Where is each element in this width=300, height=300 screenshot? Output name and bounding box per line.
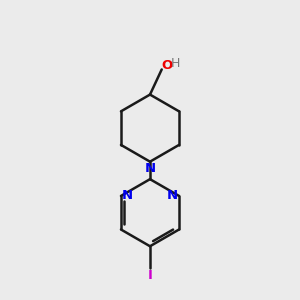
Text: N: N — [122, 189, 133, 203]
Text: O: O — [161, 59, 172, 73]
Text: H: H — [171, 57, 180, 70]
Text: N: N — [144, 163, 156, 176]
Text: N: N — [167, 189, 178, 203]
Text: I: I — [148, 269, 152, 282]
